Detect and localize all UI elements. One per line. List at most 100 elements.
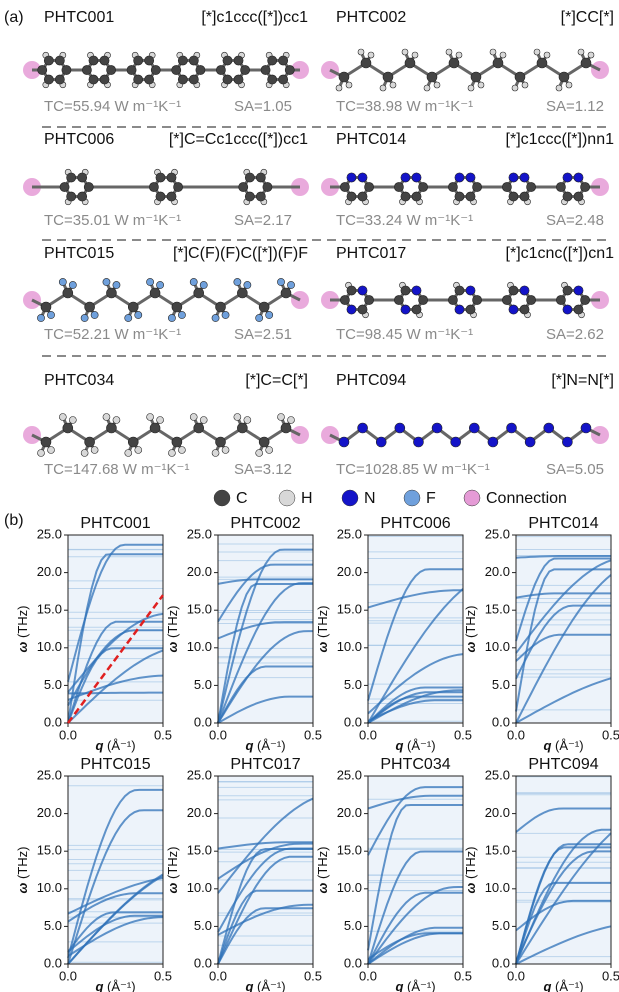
atom [581,423,591,433]
atom [103,278,110,285]
panel-label: (b) [4,512,24,529]
atom [196,65,205,74]
atom [125,314,132,321]
legend-swatch [404,490,420,506]
atom [151,65,160,74]
atom [466,173,475,182]
y-tick-label: 5.0 [492,677,510,692]
y-tick-label: 25.0 [337,526,362,541]
atom [500,52,506,58]
atom [145,56,154,65]
atom [562,437,572,447]
y-axis-symbol: ω [463,641,478,652]
subplot-title: PHTC034 [380,756,450,773]
atom [190,278,197,285]
atom [455,173,464,182]
atom [277,278,284,285]
atom [244,281,251,288]
atom [358,286,367,295]
thermal-conductivity: TC=55.94 W m⁻¹K⁻¹ [44,98,181,115]
y-tick-label: 5.0 [44,677,62,692]
atom [537,58,547,68]
x-tick-label: 0.0 [209,727,227,742]
atom [502,295,511,304]
atom [178,56,187,65]
y-tick-label: 15.0 [485,602,510,617]
y-axis-unit: (THz) [165,847,180,880]
atom [48,447,55,454]
atom [515,72,525,82]
atom [279,75,288,84]
y-axis-symbol: ω [15,882,30,893]
x-axis-symbol: q [95,738,103,753]
atom [390,82,396,88]
x-axis-label: q (Å⁻¹) [95,738,135,753]
atom [402,49,408,55]
x-axis-unit: (Å⁻¹) [407,979,436,992]
y-axis-symbol: ω [15,641,30,652]
x-tick-label: 0.5 [454,727,472,742]
atom [212,314,219,321]
atom [259,437,269,447]
atom [358,173,367,182]
atom [563,305,572,314]
atom [55,56,64,65]
x-axis-unit: (Å⁻¹) [107,738,136,753]
atom [412,173,421,182]
atom [522,82,528,88]
atom [63,423,73,433]
atom [520,286,529,295]
x-axis-label: q (Å⁻¹) [543,738,583,753]
y-axis-label: ω (THz) [315,847,330,894]
atom [81,314,88,321]
legend-swatch [279,490,295,506]
x-axis-unit: (Å⁻¹) [555,979,584,992]
atom [358,305,367,314]
smiles: [*]C=Cc1ccc([*])cc1 [169,131,308,148]
x-axis-label: q (Å⁻¹) [395,979,435,992]
smiles: [*]C(F)(F)C([*])(F)F [173,245,308,262]
atom [59,414,66,421]
atom [60,182,69,191]
atom [395,423,405,433]
y-tick-label: 25.0 [337,767,362,782]
atom [216,302,226,312]
atom [69,281,76,288]
x-axis-symbol: q [543,738,551,753]
x-tick-label: 0.5 [602,727,619,742]
synthetic-accessibility: SA=3.12 [234,461,292,478]
atom [168,450,175,457]
legend-label: F [426,490,436,507]
atom [347,192,356,201]
atom [394,182,403,191]
y-tick-label: 15.0 [37,602,62,617]
x-axis-symbol: q [245,979,253,992]
y-tick-label: 10.0 [485,639,510,654]
atom [456,52,462,58]
atom [167,173,176,182]
atom [113,417,120,424]
y-axis-symbol: ω [165,882,180,893]
y-tick-label: 5.0 [194,677,212,692]
atom [256,450,263,457]
atom [347,173,356,182]
atom [223,75,232,84]
atom [534,49,540,55]
x-axis-symbol: q [95,979,103,992]
atom [67,173,76,182]
y-tick-label: 25.0 [37,767,62,782]
synthetic-accessibility: SA=2.48 [546,212,604,229]
thermal-conductivity: TC=33.24 W m⁻¹K⁻¹ [336,212,473,229]
x-tick-label: 0.0 [507,727,525,742]
atom [361,58,371,68]
x-tick-label: 0.0 [359,968,377,983]
atom [380,85,386,91]
atom [288,417,295,424]
x-axis-label: q (Å⁻¹) [245,979,285,992]
y-tick-label: 25.0 [37,526,62,541]
atom [412,305,421,314]
y-tick-label: 5.0 [44,918,62,933]
smiles: [*]c1ccc([*])cc1 [201,9,308,26]
atom [178,447,185,454]
legend-swatch [214,490,230,506]
